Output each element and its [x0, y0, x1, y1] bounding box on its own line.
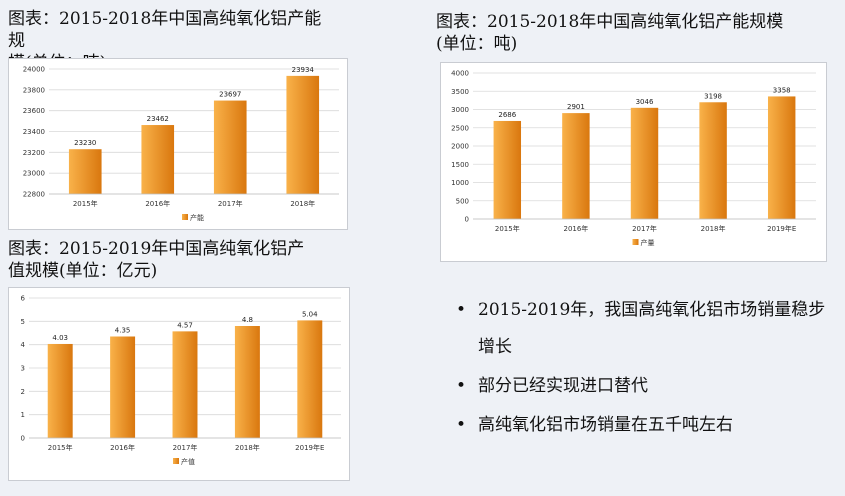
- y-tick-label: 2500: [451, 124, 469, 132]
- x-tick-label: 2018年: [290, 199, 315, 208]
- bar: [297, 320, 323, 438]
- bullet-dot-icon: •: [456, 376, 467, 396]
- bullet-text: 2015-2019年，我国高纯氧化铝市场销量稳步增长: [478, 300, 826, 357]
- bullet-item: • 部分已经实现进口替代: [456, 368, 841, 405]
- data-label: 23934: [292, 66, 315, 74]
- chart2-svg: 0 500 1000 1500 2000 2500 3000 3500 4000 2686 2015…: [451, 70, 816, 247]
- bar: [68, 149, 102, 194]
- bar: [47, 343, 73, 438]
- bullet-item: • 高纯氧化铝市场销量在五千吨左右: [456, 407, 841, 444]
- y-tick-label: 1000: [451, 179, 469, 187]
- chart1-panel: 22800 23000 23200 23400 23600 23800 24000 23230…: [8, 58, 348, 230]
- x-tick-label: 2015年: [495, 224, 520, 233]
- data-label: 3046: [636, 98, 654, 106]
- y-tick-label: 500: [456, 197, 469, 205]
- data-label: 2901: [567, 103, 585, 111]
- legend-swatch: [632, 239, 639, 245]
- data-label: 4.57: [177, 321, 193, 329]
- y-tick-label: 3: [21, 365, 25, 373]
- bar: [234, 326, 260, 438]
- chart3-caption: 图表：2015-2019年中国高纯氧化铝产 值规模(单位：亿元): [8, 238, 343, 282]
- bar: [172, 331, 198, 438]
- y-tick-label: 3500: [451, 88, 469, 96]
- chart3-svg: 0 1 2 3 4 5 6 4.03 2015年 4.35 2016年 4.57 2017年 4.8 201…: [21, 295, 341, 466]
- y-tick-label: 23200: [23, 149, 45, 157]
- data-label: 5.04: [302, 310, 318, 318]
- y-tick-label: 1: [21, 411, 25, 419]
- x-tick-label: 2019年E: [767, 224, 796, 233]
- x-tick-label: 2018年: [235, 443, 260, 452]
- bullet-list: • 2015-2019年，我国高纯氧化铝市场销量稳步增长 • 部分已经实现进口替…: [456, 292, 841, 444]
- legend-label: 产值: [181, 457, 195, 466]
- bullet-text: 高纯氧化铝市场销量在五千吨左右: [478, 415, 733, 435]
- x-tick-label: 2017年: [173, 443, 198, 452]
- y-tick-label: 5: [21, 318, 25, 326]
- legend-swatch: [173, 458, 179, 464]
- bar: [562, 113, 590, 219]
- y-tick-label: 0: [465, 216, 469, 224]
- bullet-item: • 2015-2019年，我国高纯氧化铝市场销量稳步增长: [456, 292, 841, 366]
- bar: [110, 336, 136, 438]
- x-tick-label: 2017年: [218, 199, 243, 208]
- data-label: 23697: [219, 91, 241, 99]
- bullet-text: 部分已经实现进口替代: [478, 376, 648, 396]
- y-tick-label: 23000: [23, 170, 45, 178]
- bar: [699, 102, 727, 219]
- y-tick-label: 0: [21, 435, 25, 443]
- data-label: 4.8: [242, 316, 253, 324]
- x-tick-label: 2016年: [110, 443, 135, 452]
- chart3-caption-line2: 值规模(单位：亿元): [8, 261, 158, 281]
- y-tick-label: 6: [21, 295, 26, 303]
- legend-label: 产能: [190, 213, 204, 222]
- x-tick-label: 2019年E: [295, 443, 324, 452]
- x-tick-label: 2015年: [48, 443, 73, 452]
- y-tick-label: 2000: [451, 143, 469, 151]
- y-tick-label: 23600: [23, 107, 45, 115]
- bar: [286, 75, 320, 194]
- bar: [493, 120, 522, 219]
- chart1-caption-line1: 图表：2015-2018年中国高纯氧化铝产能规: [8, 9, 322, 51]
- y-tick-label: 2: [21, 388, 25, 396]
- y-tick-label: 23800: [23, 86, 45, 94]
- x-tick-label: 2016年: [145, 199, 170, 208]
- data-label: 23230: [74, 139, 96, 147]
- chart2-caption-line1: 图表：2015-2018年中国高纯氧化铝产能规模: [436, 12, 784, 32]
- data-label: 4.35: [115, 327, 131, 335]
- bar: [141, 125, 175, 194]
- x-tick-label: 2017年: [632, 224, 657, 233]
- chart2-caption-line2: (单位：吨): [436, 34, 518, 54]
- y-tick-label: 22800: [23, 191, 45, 199]
- data-label: 2686: [498, 111, 516, 119]
- y-tick-label: 3000: [451, 106, 469, 114]
- legend-label: 产量: [641, 238, 655, 247]
- chart2-panel: 0 500 1000 1500 2000 2500 3000 3500 4000 2686 2015…: [440, 62, 827, 262]
- chart2-caption: 图表：2015-2018年中国高纯氧化铝产能规模 (单位：吨): [436, 11, 841, 55]
- y-tick-label: 4: [21, 341, 26, 349]
- chart3-caption-line1: 图表：2015-2019年中国高纯氧化铝产: [8, 239, 305, 259]
- x-tick-label: 2016年: [563, 224, 588, 233]
- y-tick-label: 23400: [23, 128, 45, 136]
- bar: [213, 100, 247, 194]
- x-tick-label: 2018年: [701, 224, 726, 233]
- data-label: 3198: [704, 92, 722, 100]
- bullet-dot-icon: •: [456, 300, 467, 320]
- data-label: 3358: [773, 86, 791, 94]
- y-tick-label: 1500: [451, 161, 469, 169]
- y-tick-label: 4000: [451, 70, 469, 78]
- bar: [630, 107, 659, 219]
- chart3-panel: 0 1 2 3 4 5 6 4.03 2015年 4.35 2016年 4.57 2017年 4.8 201…: [8, 287, 350, 481]
- bar: [767, 96, 796, 219]
- legend-swatch: [182, 214, 188, 220]
- chart1-svg: 22800 23000 23200 23400 23600 23800 24000 23230…: [23, 66, 339, 222]
- y-tick-label: 24000: [23, 66, 45, 74]
- x-tick-label: 2015年: [73, 199, 98, 208]
- data-label: 4.03: [52, 334, 68, 342]
- bullet-dot-icon: •: [456, 415, 467, 435]
- data-label: 23462: [147, 115, 169, 123]
